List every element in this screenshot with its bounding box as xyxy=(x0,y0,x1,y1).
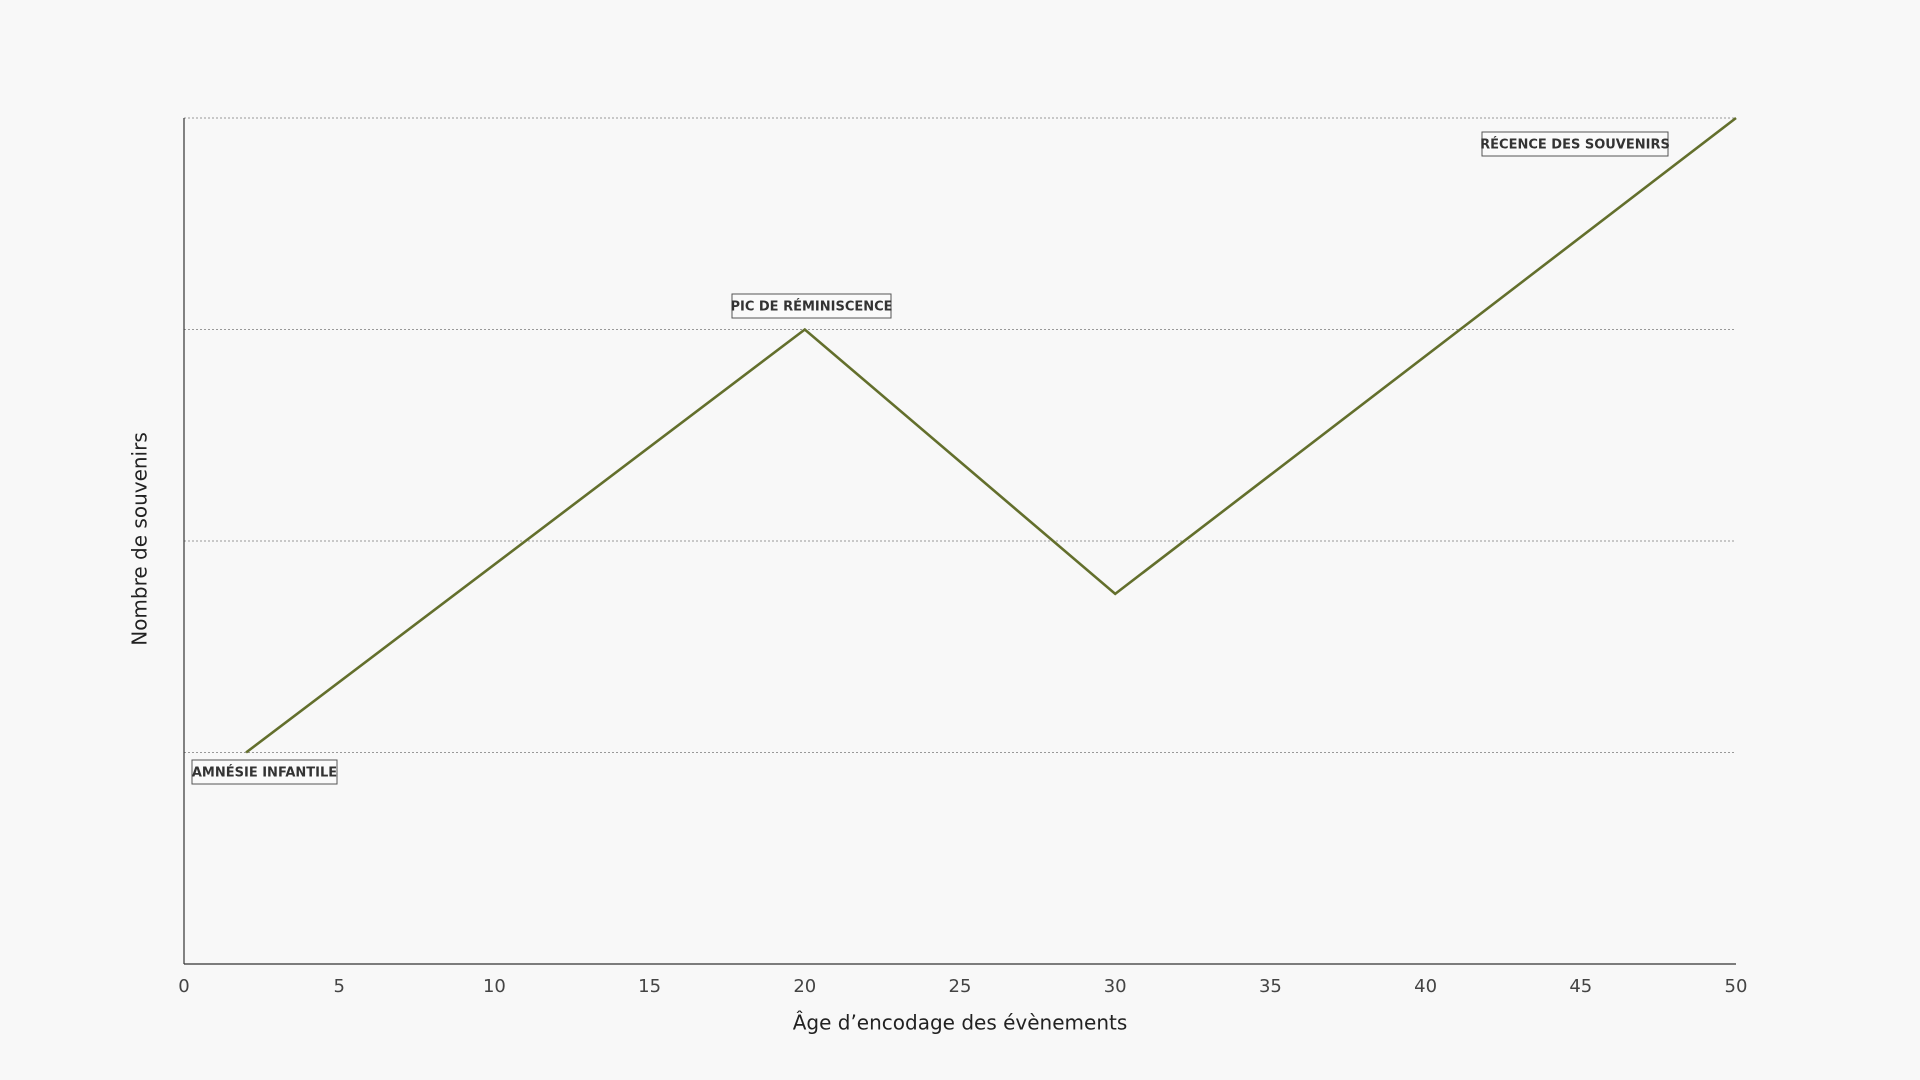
x-tick-label: 35 xyxy=(1259,976,1282,997)
x-tick-label: 25 xyxy=(949,976,972,997)
x-tick-label: 45 xyxy=(1569,976,1592,997)
annotation-box xyxy=(1481,131,1669,157)
y-axis-title: Nombre de souvenirs xyxy=(128,432,152,646)
x-tick-label: 10 xyxy=(483,976,506,997)
x-tick-label: 5 xyxy=(333,976,344,997)
annotation: AMNÉSIE INFANTILE xyxy=(192,765,337,781)
x-tick-label: 15 xyxy=(638,976,661,997)
x-tick-label: 50 xyxy=(1725,976,1748,997)
annotation-box xyxy=(191,759,338,785)
annotation: PIC DE RÉMINISCENCE xyxy=(730,299,892,315)
x-tick-label: 0 xyxy=(178,976,189,997)
line-series xyxy=(245,116,1737,754)
annotation: RÉCENCE DES SOUVENIRS xyxy=(1480,137,1670,153)
x-axis-title: Âge d’encodage des évènements xyxy=(793,1011,1128,1035)
x-tick-label: 30 xyxy=(1104,976,1127,997)
x-tick-label: 20 xyxy=(793,976,816,997)
annotation-box xyxy=(731,293,892,319)
x-tick-label: 40 xyxy=(1414,976,1437,997)
